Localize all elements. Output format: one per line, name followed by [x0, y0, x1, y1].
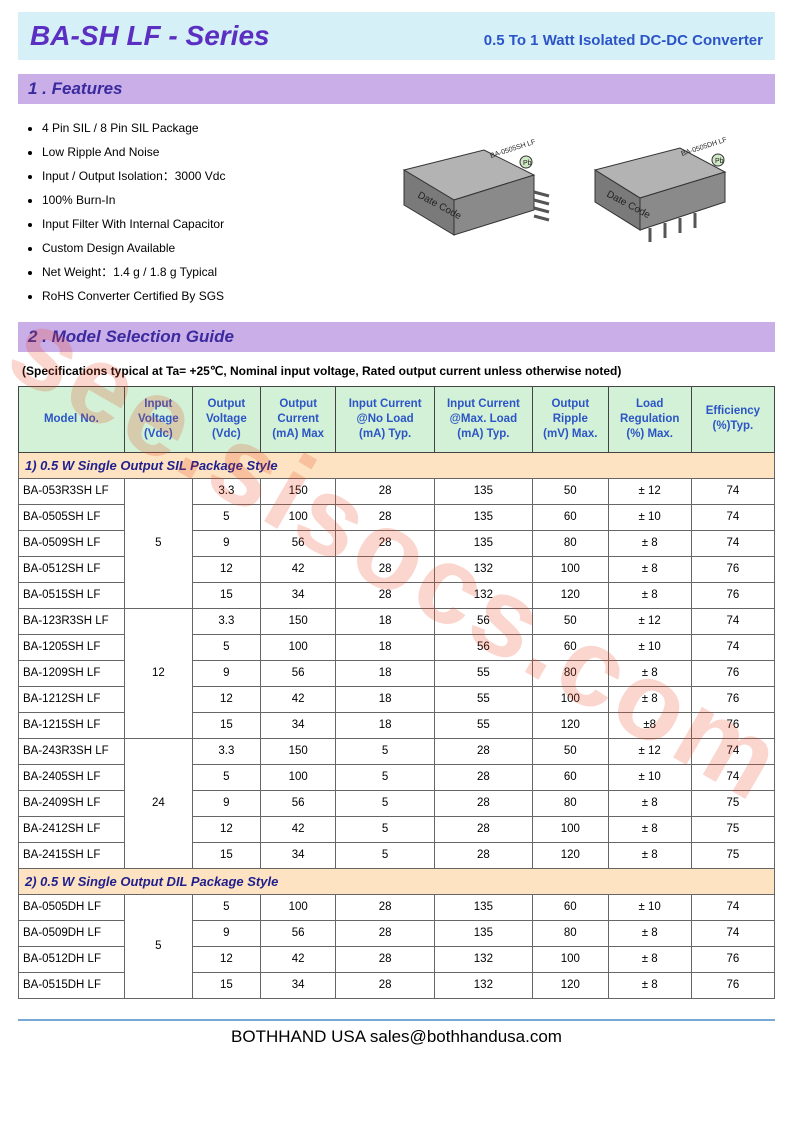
table-header: Output Ripple (mV) Max.	[533, 387, 609, 453]
features-row: 4 Pin SIL / 8 Pin SIL PackageLow Ripple …	[18, 116, 775, 308]
table-header: Input Current @Max. Load (mA) Typ.	[434, 387, 532, 453]
feature-item: Net Weight：1.4 g / 1.8 g Typical	[42, 260, 328, 284]
spec-note: (Specifications typical at Ta= +25℃, Nom…	[18, 364, 775, 378]
feature-item: 100% Burn-In	[42, 188, 328, 212]
table-row: BA-243R3SH LF243.315052850± 1274	[19, 738, 775, 764]
feature-item: 4 Pin SIL / 8 Pin SIL Package	[42, 116, 328, 140]
table-section-row: 2) 0.5 W Single Output DIL Package Style	[19, 868, 775, 894]
feature-item: Custom Design Available	[42, 236, 328, 260]
table-header: Load Regulation (%) Max.	[608, 387, 691, 453]
chip-dil-image: Date Code BA-0505DH LF Pb	[570, 120, 740, 250]
title-bar: BA-SH LF - Series 0.5 To 1 Watt Isolated…	[18, 12, 775, 60]
product-images: Date Code BA-0505SH LF Pb Date Code BA-0…	[348, 116, 775, 308]
table-row: BA-123R3SH LF123.3150185650± 1274	[19, 608, 775, 634]
page-footer: BOTHHAND USA sales@bothhandusa.com	[18, 1019, 775, 1047]
page-title: BA-SH LF - Series	[30, 20, 270, 52]
table-header: Output Voltage (Vdc)	[192, 387, 260, 453]
features-list: 4 Pin SIL / 8 Pin SIL PackageLow Ripple …	[18, 116, 328, 308]
table-header: Input Voltage (Vdc)	[124, 387, 192, 453]
table-header: Input Current @No Load (mA) Typ.	[336, 387, 434, 453]
model-selection-table: Model No.Input Voltage (Vdc)Output Volta…	[18, 386, 775, 999]
table-header: Output Current (mA) Max	[260, 387, 336, 453]
table-header: Efficiency (%)Typ.	[691, 387, 774, 453]
feature-item: Low Ripple And Noise	[42, 140, 328, 164]
feature-item: RoHS Converter Certified By SGS	[42, 284, 328, 308]
table-header: Model No.	[19, 387, 125, 453]
chip-sil-image: Date Code BA-0505SH LF Pb	[384, 120, 554, 250]
section-model-guide-header: 2 . Model Selection Guide	[18, 322, 775, 352]
pb-icon-2: Pb	[715, 158, 724, 165]
pb-icon: Pb	[523, 160, 532, 167]
table-header-row: Model No.Input Voltage (Vdc)Output Volta…	[19, 387, 775, 453]
table-row: BA-0505DH LF551002813560± 1074	[19, 894, 775, 920]
section-features-header: 1 . Features	[18, 74, 775, 104]
page-subtitle: 0.5 To 1 Watt Isolated DC-DC Converter	[484, 32, 763, 49]
feature-item: Input Filter With Internal Capacitor	[42, 212, 328, 236]
table-section-row: 1) 0.5 W Single Output SIL Package Style	[19, 452, 775, 478]
table-row: BA-053R3SH LF53.31502813550± 1274	[19, 478, 775, 504]
feature-item: Input / Output Isolation：3000 Vdc	[42, 164, 328, 188]
